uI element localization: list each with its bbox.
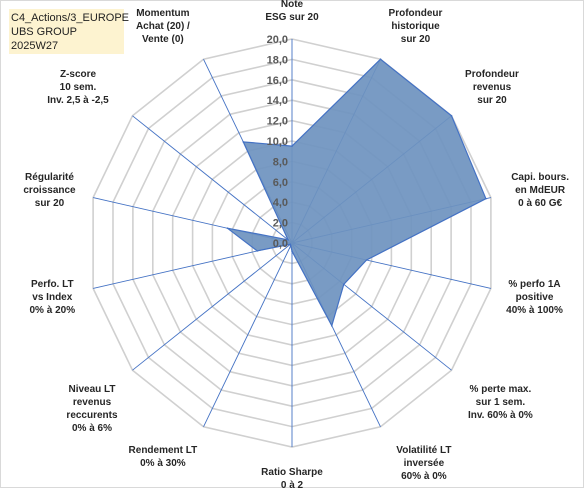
axis-label-9: Niveau LT revenus reccurents 0% à 6%: [66, 384, 118, 434]
header-line-2: UBS GROUP: [11, 26, 78, 38]
radar-series: [226, 58, 487, 328]
header-line-3: 2025W27: [11, 40, 59, 52]
series-point-9: [289, 243, 292, 246]
axis-label-2: Profondeur revenus sur 20: [465, 69, 519, 106]
axis-label-13: Momentum Achat (20) / Vente (0): [136, 8, 190, 45]
series-point-6: [331, 324, 333, 327]
series-point-8: [289, 245, 292, 247]
radar-axis-labels: Note ESG sur 20 Profondeur historique sur 20…: [23, 0, 569, 488]
series-point-3: [485, 197, 487, 200]
axis-label-7: Ratio Sharpe 0 à 2: [261, 467, 323, 488]
spoke-12: [132, 115, 293, 244]
series-point-10: [256, 250, 259, 252]
axis-label-10: Perfo. LT vs Index 0% à 20%: [30, 279, 76, 316]
tick-label: 12,0: [267, 116, 288, 128]
axis-label-4: % perfo 1A positive 40% à 100%: [506, 279, 563, 316]
tick-label: 2,0: [273, 218, 288, 230]
tick-label: 8,0: [273, 156, 288, 168]
axis-label-3: Capi. bours. en MdEUR 0 à 60 G€: [511, 172, 569, 209]
series-point-11: [226, 227, 229, 229]
header-line-1: C4_Actions/3_EUROPE: [11, 12, 129, 24]
tick-label: 0,0: [273, 238, 288, 250]
tick-label: 16,0: [267, 75, 288, 87]
tick-label: 10,0: [267, 136, 288, 148]
axis-label-11: Régularité croissance sur 20: [23, 172, 76, 209]
axis-label-8: Rendement LT 0% à 30%: [129, 445, 198, 469]
radar-tick-labels: 0,0 2,0 4,0 6,0 8,0 10,0 12,0 14,0 16,0 18,0 20,0: [267, 34, 288, 250]
spoke-9: [132, 242, 293, 371]
tick-label: 4,0: [273, 197, 288, 209]
series-point-2: [450, 115, 453, 117]
tick-label: 14,0: [267, 95, 288, 107]
axis-label-1: Profondeur historique sur 20: [389, 8, 443, 45]
series-point-5: [343, 283, 345, 286]
series-point-12: [287, 239, 289, 241]
series-point-13: [242, 141, 245, 143]
axis-label-6: Volatilité LT inversée 60% à 0%: [396, 445, 451, 482]
axis-label-5: % perte max. sur 1 sem. Inv. 60% à 0%: [468, 384, 533, 421]
tick-label: 18,0: [267, 54, 288, 66]
chart-header-box: C4_Actions/3_EUROPE UBS GROUP 2025W27: [9, 9, 129, 54]
axis-label-0: Note ESG sur 20: [265, 0, 319, 23]
series-point-4: [365, 259, 368, 261]
series-point-0: [291, 145, 293, 147]
tick-label: 20,0: [267, 34, 288, 46]
series-point-1: [379, 58, 382, 60]
spoke-8: [203, 242, 293, 427]
axis-label-12: Z-score 10 sem. Inv. 2,5 à -2,5: [47, 69, 109, 106]
series-point-7: [291, 250, 293, 252]
tick-label: 6,0: [273, 177, 288, 189]
